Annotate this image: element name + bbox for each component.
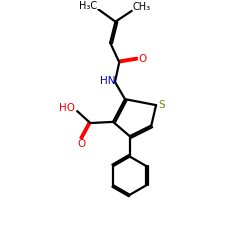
Text: CH₃: CH₃ [133, 2, 151, 12]
Text: H₃C: H₃C [79, 1, 97, 11]
Text: HO: HO [59, 103, 75, 113]
Text: O: O [138, 54, 146, 64]
Text: HN: HN [100, 76, 115, 86]
Text: O: O [77, 139, 85, 149]
Text: S: S [158, 100, 165, 110]
